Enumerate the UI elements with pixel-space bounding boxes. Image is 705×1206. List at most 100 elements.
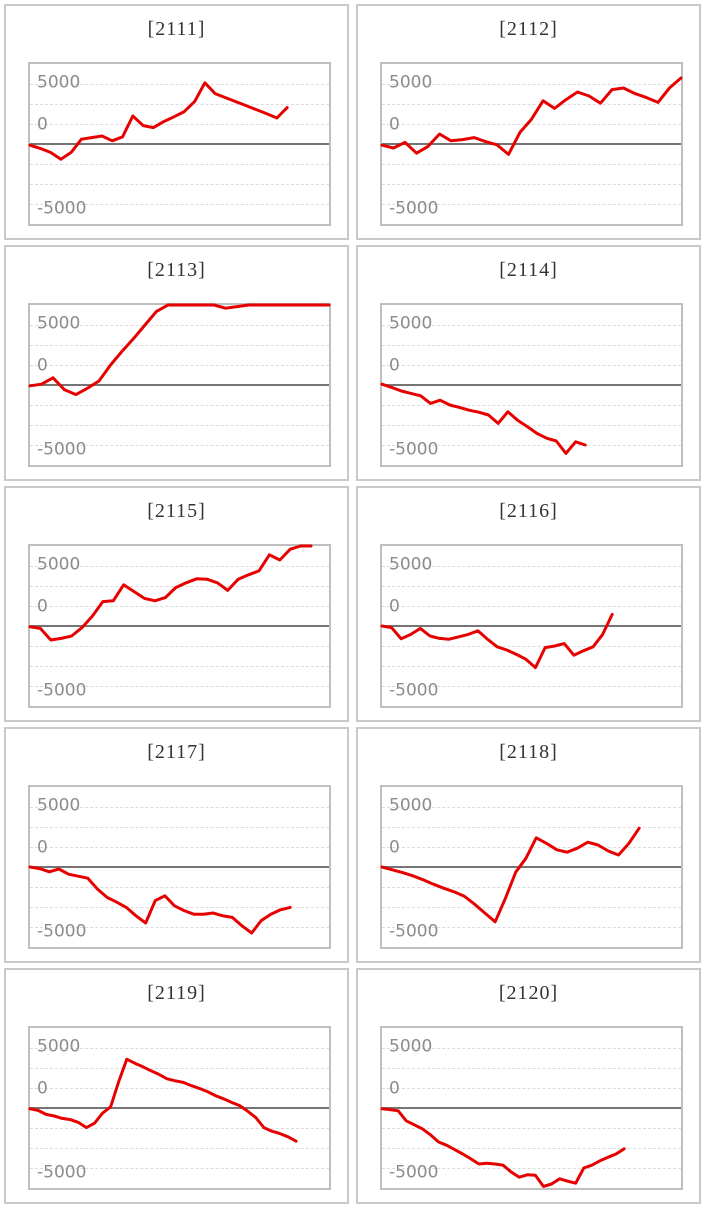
y-axis-label: -5000 (389, 921, 439, 942)
machine-panel-2114: [2114] 5000 0 -5000 (356, 245, 701, 481)
y-axis-label: 5000 (37, 1036, 81, 1057)
machine-panel-2118: [2118] 5000 0 -5000 (356, 727, 701, 963)
grid-line (30, 445, 329, 446)
grid-line (382, 1048, 681, 1049)
grid-line (30, 1068, 329, 1069)
grid-line (30, 345, 329, 346)
y-axis-label: 0 (37, 596, 48, 617)
slump-polyline (28, 81, 289, 161)
slump-line-svg (380, 612, 614, 670)
grid-line (30, 646, 329, 647)
grid-line (382, 164, 681, 165)
grid-line (382, 646, 681, 647)
grid-line (382, 907, 681, 908)
grid-line (382, 365, 681, 366)
y-axis-label: 5000 (389, 1036, 433, 1057)
slump-polyline (380, 382, 587, 455)
zero-axis-line (30, 1107, 329, 1109)
slump-line-svg (28, 81, 289, 161)
zero-axis-line (30, 625, 329, 627)
zero-axis-line (382, 625, 681, 627)
slump-graph: 5000 0 -5000 (28, 544, 331, 708)
machine-number-title: [2119] (147, 982, 206, 1004)
machine-panel-2116: [2116] 5000 0 -5000 (356, 486, 701, 722)
slump-graph: 5000 0 -5000 (28, 62, 331, 226)
slump-line-svg (380, 382, 587, 455)
grid-line (382, 1148, 681, 1149)
grid-line (382, 405, 681, 406)
grid-line (30, 164, 329, 165)
grid-line (30, 1088, 329, 1089)
slump-graph: 5000 0 -5000 (28, 785, 331, 949)
grid-line (30, 1048, 329, 1049)
y-axis-label: -5000 (37, 198, 87, 219)
grid-line (30, 666, 329, 667)
grid-line (30, 184, 329, 185)
zero-axis-line (30, 384, 329, 386)
machine-panel-2117: [2117] 5000 0 -5000 (4, 727, 349, 963)
machine-number-title: [2117] (147, 741, 206, 763)
y-axis-label: 0 (389, 355, 400, 376)
y-axis-label: 0 (37, 355, 48, 376)
machine-panel-2119: [2119] 5000 0 -5000 (4, 968, 349, 1204)
slump-graph: 5000 0 -5000 (28, 303, 331, 467)
zero-axis-line (382, 1107, 681, 1109)
grid-line (382, 1088, 681, 1089)
grid-line (30, 686, 329, 687)
grid-line (382, 124, 681, 125)
machine-number-title: [2118] (499, 741, 558, 763)
y-axis-label: 5000 (389, 313, 433, 334)
y-axis-label: 5000 (389, 72, 433, 93)
grid-line (382, 345, 681, 346)
y-axis-label: 0 (389, 1078, 400, 1099)
slump-graph: 5000 0 -5000 (380, 1026, 683, 1190)
grid-line (30, 1148, 329, 1149)
grid-line (30, 204, 329, 205)
grid-line (30, 124, 329, 125)
grid-line (382, 606, 681, 607)
grid-line (382, 666, 681, 667)
zero-axis-line (382, 143, 681, 145)
machine-panel-2113: [2113] 5000 0 -5000 (4, 245, 349, 481)
slump-polyline (28, 1057, 298, 1143)
slump-line-svg (380, 1107, 626, 1188)
machine-number-title: [2111] (147, 18, 206, 40)
machine-number-title: [2112] (499, 18, 558, 40)
y-axis-label: -5000 (389, 1162, 439, 1183)
grid-line (30, 927, 329, 928)
grid-line (30, 807, 329, 808)
y-axis-label: 5000 (389, 554, 433, 575)
slump-line-svg (380, 826, 641, 924)
slump-graph: 5000 0 -5000 (380, 785, 683, 949)
grid-line (382, 807, 681, 808)
y-axis-label: 0 (37, 114, 48, 135)
grid-line (30, 566, 329, 567)
slump-graph: 5000 0 -5000 (380, 62, 683, 226)
y-axis-label: 5000 (37, 313, 81, 334)
slump-polyline (28, 865, 292, 935)
slump-line-svg (28, 303, 331, 397)
y-axis-label: -5000 (389, 198, 439, 219)
grid-line (30, 365, 329, 366)
grid-line (30, 104, 329, 105)
grid-line (30, 827, 329, 828)
grid-line (30, 84, 329, 85)
y-axis-label: 0 (37, 837, 48, 858)
grid-line (382, 184, 681, 185)
y-axis-label: 0 (389, 114, 400, 135)
grid-line (382, 204, 681, 205)
slump-polyline (380, 826, 641, 924)
machine-number-title: [2120] (498, 982, 559, 1004)
grid-line (382, 1168, 681, 1169)
slump-line-svg (28, 544, 313, 642)
y-axis-label: 0 (37, 1078, 48, 1099)
y-axis-label: -5000 (37, 921, 87, 942)
grid-line (382, 927, 681, 928)
grid-line (30, 325, 329, 326)
slump-graph: 5000 0 -5000 (28, 1026, 331, 1190)
grid-line (382, 104, 681, 105)
y-axis-label: -5000 (389, 680, 439, 701)
slump-graph: 5000 0 -5000 (380, 303, 683, 467)
machine-panel-2115: [2115] 5000 0 -5000 (4, 486, 349, 722)
